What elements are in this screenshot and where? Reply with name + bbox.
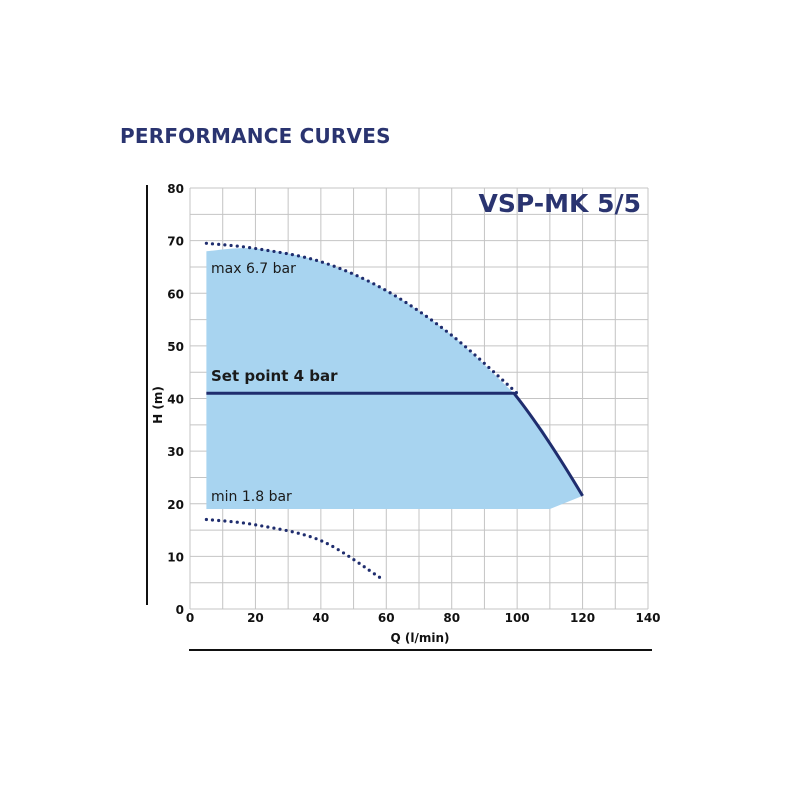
y-tick-80: 80 — [167, 182, 184, 196]
x-tick-80: 80 — [443, 611, 460, 625]
y-tick-10: 10 — [167, 550, 184, 564]
y-tick-0: 0 — [176, 603, 184, 617]
model-label: VSP-MK 5/5 — [479, 189, 642, 218]
y-tick-labels: 0 10 20 30 40 50 60 70 80 — [167, 182, 184, 617]
y-tick-30: 30 — [167, 445, 184, 459]
set-point — [206, 391, 584, 497]
page-title: PERFORMANCE CURVES — [120, 124, 391, 148]
y-tick-60: 60 — [167, 287, 184, 301]
curves — [204, 241, 584, 579]
x-tick-0: 0 — [186, 611, 194, 625]
x-tick-120: 120 — [570, 611, 595, 625]
x-tick-40: 40 — [313, 611, 330, 625]
y-tick-50: 50 — [167, 340, 184, 354]
annotation-min: min 1.8 bar — [211, 489, 292, 505]
axes-frame — [146, 185, 652, 651]
x-axis-label: Q (l/min) — [390, 631, 449, 645]
x-tick-labels: 0 20 40 60 80 100 120 140 — [186, 611, 661, 625]
x-tick-60: 60 — [378, 611, 395, 625]
min-curve — [204, 517, 382, 579]
operating-region — [206, 248, 583, 509]
x-tick-100: 100 — [505, 611, 530, 625]
x-tick-20: 20 — [247, 611, 264, 625]
annotation-setpoint: Set point 4 bar — [211, 367, 338, 385]
x-tick-140: 140 — [635, 611, 660, 625]
y-tick-40: 40 — [167, 393, 184, 407]
annotation-max: max 6.7 bar — [211, 261, 296, 277]
max-curve — [204, 241, 519, 395]
y-axis-label: H (m) — [151, 386, 165, 424]
y-tick-70: 70 — [167, 235, 184, 249]
y-tick-20: 20 — [167, 498, 184, 512]
